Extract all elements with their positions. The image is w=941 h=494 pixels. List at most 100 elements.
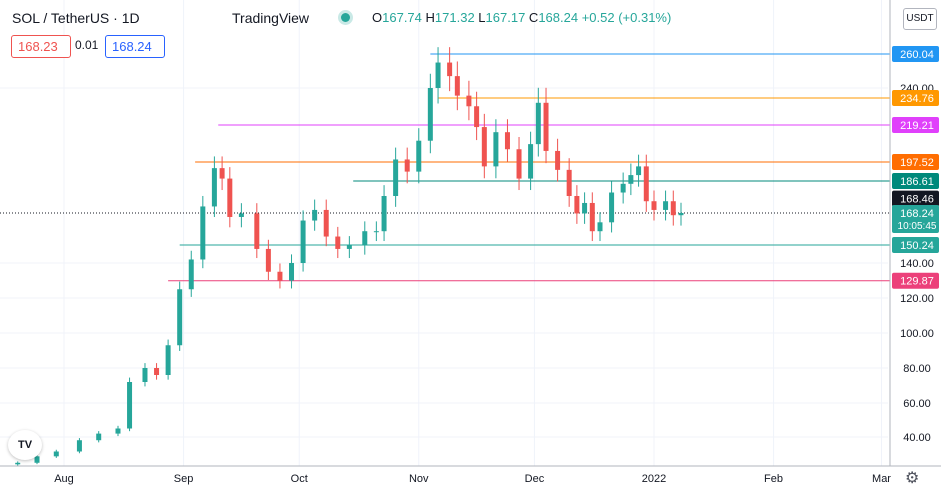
level-price-label: 129.87	[900, 276, 934, 288]
level-price-label: 260.04	[900, 49, 934, 61]
price-tick-label: 100.00	[900, 328, 934, 340]
candle-body	[555, 150, 561, 170]
gear-icon[interactable]: ⚙	[905, 470, 920, 487]
candle-body	[643, 166, 649, 202]
candle-body	[265, 248, 271, 272]
price-tick-label: 140.00	[900, 258, 934, 270]
candle-body	[76, 440, 82, 452]
candle-body	[670, 201, 676, 216]
time-tick-label: Sep	[174, 473, 194, 485]
time-tick-label: Feb	[764, 473, 783, 485]
spread-value: 0.01	[75, 38, 99, 52]
candle-body	[312, 209, 318, 221]
currency-button[interactable]: USDT	[903, 8, 937, 30]
time-tick-label: Dec	[525, 473, 545, 485]
low-value: 167.17	[485, 10, 526, 25]
candle-body	[466, 95, 472, 107]
candle-body	[597, 222, 603, 232]
candle-body	[582, 202, 588, 214]
candle-body	[373, 231, 379, 233]
candle-body	[516, 149, 522, 179]
level-price-label: 219.21	[900, 120, 934, 132]
time-tick-label: 2022	[642, 473, 666, 485]
candle-body	[34, 456, 40, 463]
level-price-label: 197.52	[900, 157, 934, 169]
candle-body	[427, 88, 433, 141]
time-tick-label: Mar	[872, 473, 891, 485]
candle-body	[362, 231, 368, 246]
candle-body	[609, 192, 615, 223]
buy-price-button[interactable]: 168.24	[105, 35, 165, 58]
candles	[15, 47, 684, 466]
candle-body	[127, 382, 133, 429]
level-price-tag	[892, 117, 939, 133]
candle-body	[238, 213, 244, 217]
price-tick-label: 40.00	[903, 432, 931, 444]
candle-body	[335, 236, 341, 249]
candle-body	[53, 451, 59, 457]
candle-body	[404, 159, 410, 172]
level-price-tag	[892, 90, 939, 106]
candle-body	[393, 159, 399, 196]
candle-body	[277, 271, 283, 281]
candle-body	[447, 62, 453, 77]
candle-body	[454, 76, 460, 96]
candle-body	[142, 368, 148, 382]
bar-countdown-label: 10:05:45	[898, 221, 937, 232]
candle-body	[15, 462, 21, 465]
candle-body	[211, 168, 217, 207]
candle-body	[589, 202, 595, 232]
candle-body	[628, 175, 634, 184]
candle-body	[493, 132, 499, 167]
candle-body	[254, 213, 260, 249]
price-tick-label: 120.00	[900, 293, 934, 305]
price-tick-label: 80.00	[903, 363, 931, 375]
candle-body	[188, 259, 194, 290]
candle-body	[200, 206, 206, 260]
candle-body	[636, 166, 642, 176]
candle-body	[474, 106, 480, 128]
candle-body	[528, 144, 534, 179]
grid	[0, 0, 888, 466]
candle-body	[227, 178, 233, 217]
close-value: 168.24	[538, 10, 579, 25]
price-tick-label: 60.00	[903, 398, 931, 410]
brand-name: TradingView	[232, 10, 310, 26]
symbol-title[interactable]: SOL / TetherUS · 1D	[12, 10, 140, 26]
sell-price-button[interactable]: 168.23	[11, 35, 71, 58]
candle-body	[346, 245, 352, 249]
candle-body	[435, 62, 441, 88]
level-price-label: 150.24	[900, 240, 934, 252]
candle-body	[504, 132, 510, 150]
prev-close-label: 168.46	[900, 194, 934, 206]
candle-body	[323, 209, 329, 237]
level-price-label: 234.76	[900, 93, 934, 105]
candle-body	[543, 102, 549, 151]
tradingview-logo-icon[interactable]: TV	[8, 430, 42, 460]
candle-body	[165, 345, 171, 375]
candle-body	[381, 195, 387, 232]
high-value: 171.32	[434, 10, 475, 25]
candle-body	[289, 263, 295, 281]
live-dot-icon	[341, 13, 350, 22]
level-price-tag	[892, 46, 939, 62]
last-price-label: 168.24	[900, 208, 934, 220]
horizontal-levels	[0, 53, 890, 282]
level-price-tag	[892, 237, 939, 253]
level-price-label: 186.61	[900, 176, 934, 188]
level-price-tag	[892, 154, 939, 170]
time-tick-label: Nov	[409, 473, 429, 485]
candle-body	[481, 127, 487, 167]
candle-body	[416, 140, 422, 172]
candle-body	[177, 289, 183, 346]
candle-body	[574, 195, 580, 214]
time-tick-label: Oct	[291, 473, 308, 485]
change-value: +0.52 (+0.31%)	[581, 10, 672, 25]
candle-body	[115, 428, 121, 434]
candle-body	[300, 220, 306, 263]
candle-body	[651, 201, 657, 210]
open-value: 167.74	[382, 10, 422, 25]
candle-body	[663, 201, 669, 210]
